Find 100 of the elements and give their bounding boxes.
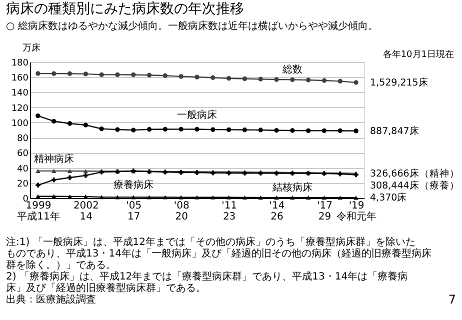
point xyxy=(99,195,104,200)
point xyxy=(226,195,232,200)
point xyxy=(210,195,216,200)
point xyxy=(162,126,168,132)
x-tick-label: '17 29 xyxy=(316,200,332,222)
point xyxy=(115,195,120,200)
series-label: 療養病床 xyxy=(113,178,154,191)
point xyxy=(290,77,295,82)
point xyxy=(52,168,56,173)
point xyxy=(115,72,120,78)
point xyxy=(242,128,248,132)
point xyxy=(131,128,136,132)
point xyxy=(194,74,200,80)
point xyxy=(322,196,327,200)
point xyxy=(354,128,358,134)
point xyxy=(36,71,40,76)
source-note: 出典：医療施設調査 xyxy=(6,294,96,306)
point xyxy=(354,80,358,85)
point xyxy=(162,195,168,200)
y-tick-label: 140 xyxy=(11,88,29,99)
point xyxy=(36,113,40,118)
series-label: 一般病床 xyxy=(177,109,217,122)
y-tick-label: 20 xyxy=(17,179,29,190)
text: 887,847床 xyxy=(370,124,420,137)
x-tick-label: 2002 14 xyxy=(73,200,99,222)
point xyxy=(274,128,279,133)
point xyxy=(194,195,200,200)
point xyxy=(258,196,263,200)
point xyxy=(226,76,232,81)
point xyxy=(146,127,152,132)
text: 各年10月1日現在 xyxy=(382,49,454,60)
y-tick-label: 180 xyxy=(11,58,29,68)
point xyxy=(67,175,72,180)
point xyxy=(210,127,216,132)
text: 326,666床（精神） xyxy=(370,167,460,180)
point xyxy=(52,178,56,182)
x-tick-label: '05 17 xyxy=(126,200,142,222)
point xyxy=(338,128,342,134)
point xyxy=(338,196,342,200)
point xyxy=(194,126,200,132)
point xyxy=(83,173,88,178)
point xyxy=(36,168,40,173)
chart-title: 病床の種類別にみた病床数の年次推移 xyxy=(6,1,244,17)
point xyxy=(242,195,248,200)
point xyxy=(83,169,88,174)
point xyxy=(67,71,72,76)
y-tick-label: 80 xyxy=(17,134,29,144)
y-tick-label: 100 xyxy=(11,118,29,129)
point xyxy=(258,76,263,82)
point xyxy=(99,72,104,78)
point xyxy=(178,74,184,79)
text: 308,444床（療養） xyxy=(370,179,460,192)
point xyxy=(67,121,72,126)
series-label: 総数 xyxy=(281,64,302,76)
point xyxy=(146,72,152,78)
point xyxy=(83,72,88,76)
y-axis-title: 万床 xyxy=(22,42,40,54)
series-label: 精神病床 xyxy=(34,152,74,165)
point xyxy=(322,128,327,134)
text: 注:1) 「一般病床」は、平成12年までは「その他の病床」のうち「療養型病床群」を除いたものであり、平成13・14年は「一般病床」及び「経過的旧その他の病床（経過的旧療養型病床群を除く。）」である。 xyxy=(6,236,432,271)
y-tick-label: 40 xyxy=(17,164,29,174)
point xyxy=(258,128,263,132)
point xyxy=(115,127,120,132)
point xyxy=(290,196,295,200)
y-tick-label: 160 xyxy=(11,74,29,84)
point xyxy=(83,122,88,128)
x-tick-label: '14 26 xyxy=(269,200,285,222)
point xyxy=(274,77,279,82)
point xyxy=(178,195,184,200)
point xyxy=(162,73,168,78)
point xyxy=(52,194,56,198)
point xyxy=(146,195,152,200)
point xyxy=(67,168,72,174)
chart-subtitle: ○ 総病床数はゆるやかな減少傾向。一般病床数は近年は横ばいからやや減少傾向。 xyxy=(6,20,378,32)
text: 2) 「療養病床」は、平成12年までは「療養型病床群」であり、平成13・14年は「療養病床」及び「経過的旧療養型病床群」である。 xyxy=(6,270,408,294)
x-tick-label: '11 23 xyxy=(222,200,238,222)
point xyxy=(274,196,279,200)
y-tick-label: 60 xyxy=(17,149,29,160)
text: 7 xyxy=(448,292,456,306)
point xyxy=(338,78,342,84)
point xyxy=(36,194,40,198)
point xyxy=(52,118,56,124)
text: 1,529,215床 xyxy=(370,76,428,88)
point xyxy=(322,78,327,83)
point xyxy=(290,128,295,133)
point xyxy=(306,128,311,134)
point xyxy=(52,71,56,76)
x-tick-label: '08 20 xyxy=(174,200,190,222)
point xyxy=(36,182,40,188)
point xyxy=(99,126,104,132)
y-tick-label: 120 xyxy=(11,104,29,114)
point xyxy=(306,196,311,200)
series-label: 結核病床 xyxy=(271,182,312,194)
point xyxy=(178,126,184,132)
x-tick-label: 1999 平成11年 xyxy=(17,200,60,222)
point xyxy=(242,76,248,82)
point xyxy=(306,78,311,82)
point xyxy=(226,127,232,132)
point xyxy=(210,75,216,80)
point xyxy=(131,72,136,78)
